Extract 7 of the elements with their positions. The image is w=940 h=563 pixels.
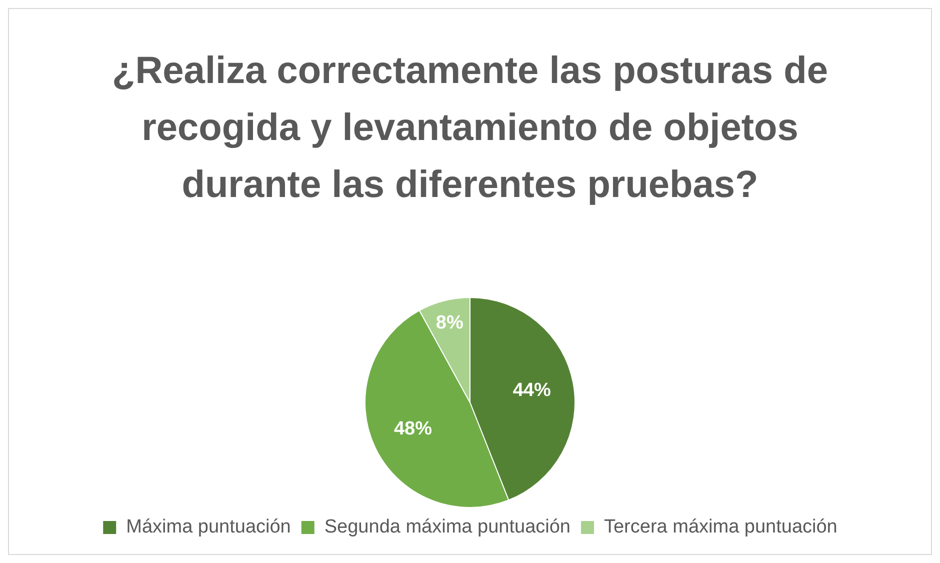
legend-label: Segunda máxima puntuación xyxy=(324,516,570,538)
legend-label: Máxima puntuación xyxy=(126,516,291,538)
data-label: 8% xyxy=(436,312,464,334)
legend-label: Tercera máxima puntuación xyxy=(604,516,838,538)
data-label: 48% xyxy=(394,418,432,440)
data-label: 44% xyxy=(512,380,551,401)
chart-title: ¿Realiza correctamente las posturas de recogida y levantamiento de objetos durante las diferentes pruebas? xyxy=(111,49,829,208)
